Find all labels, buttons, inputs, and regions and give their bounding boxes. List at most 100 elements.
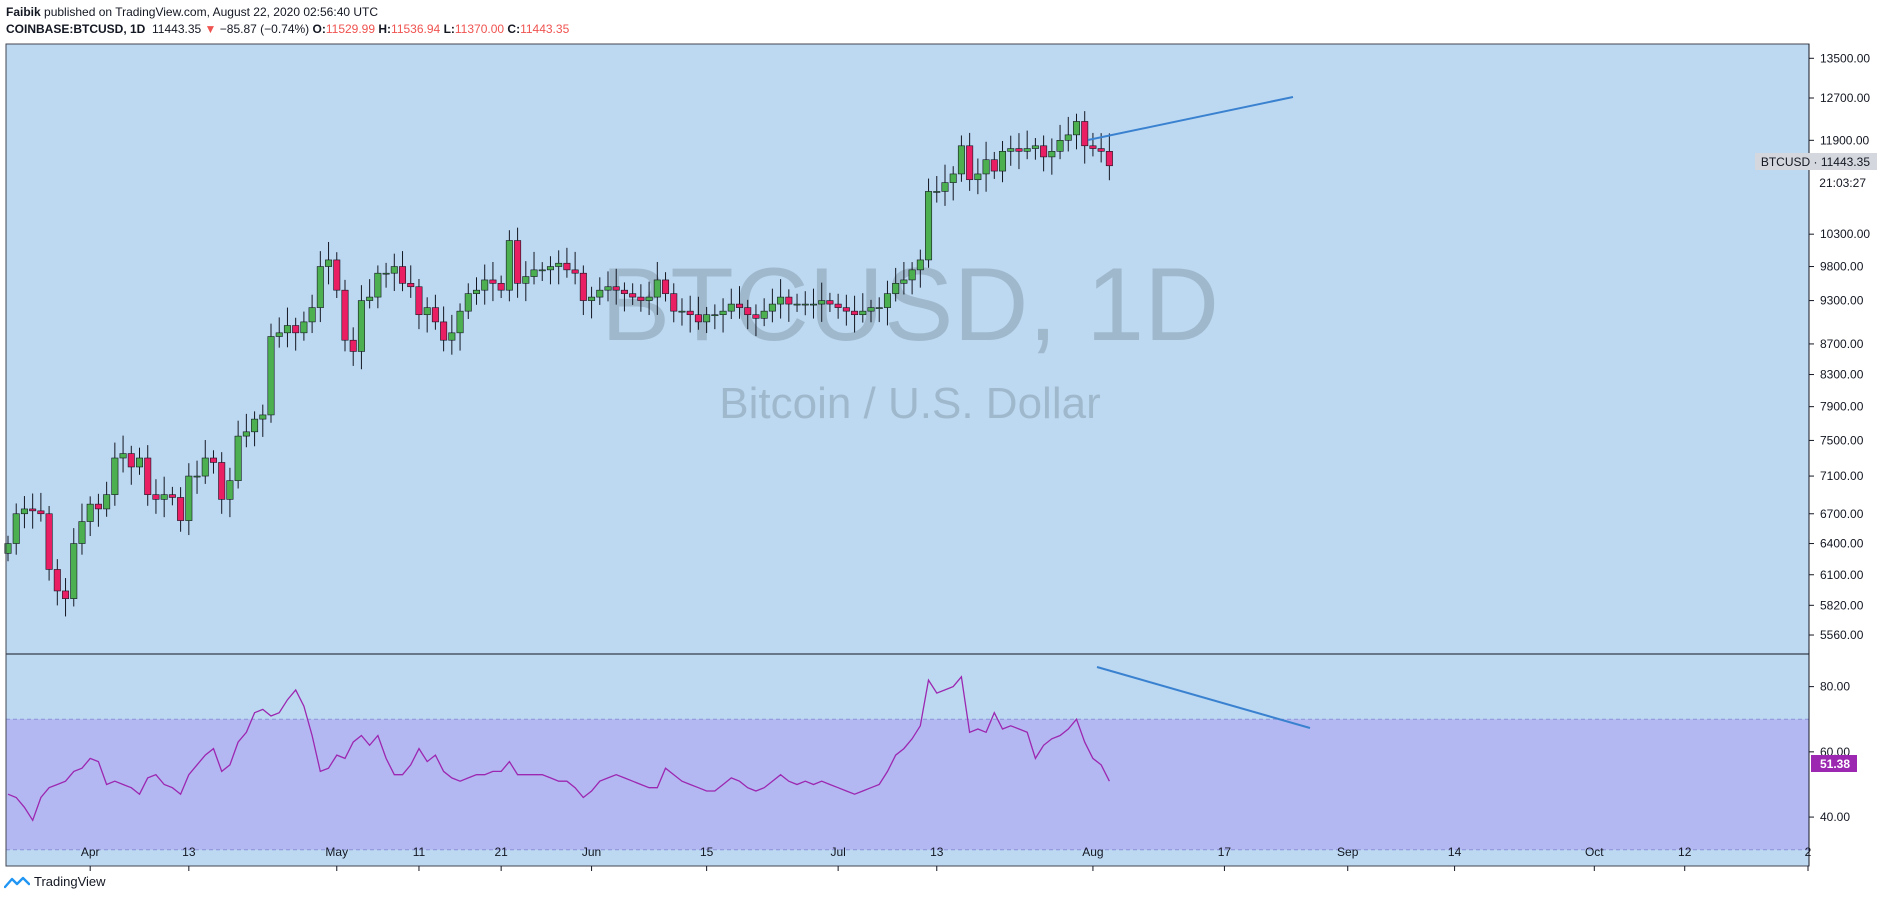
candle-body xyxy=(489,279,497,284)
time-tick-label: Aug xyxy=(1082,845,1103,859)
chart-header: Faibik published on TradingView.com, Aug… xyxy=(6,4,569,38)
candle-body xyxy=(20,508,28,515)
rsi-value-label: 51.38 xyxy=(1820,757,1850,771)
open-label: O: xyxy=(312,22,326,36)
price-tick-label: 7100.00 xyxy=(1820,469,1864,483)
candle-body xyxy=(12,513,20,544)
candle-body xyxy=(78,521,86,544)
candle-body xyxy=(999,151,1007,172)
candle-body xyxy=(177,497,185,521)
candle-body xyxy=(300,321,308,334)
candle-body xyxy=(431,307,439,323)
price-tick-label: 5820.00 xyxy=(1820,598,1864,612)
candle-body xyxy=(119,453,127,459)
candle-body xyxy=(1089,145,1097,149)
candle-body xyxy=(966,145,974,181)
candle-body xyxy=(316,266,324,308)
low-value: 11370.00 xyxy=(454,22,505,36)
candle-body xyxy=(456,310,464,334)
rsi-value-box xyxy=(1811,755,1857,772)
rsi-trend-line[interactable] xyxy=(1096,666,1311,729)
candle-body xyxy=(144,457,152,495)
candle-body xyxy=(399,266,407,284)
candle-body xyxy=(1031,145,1039,149)
candle-body xyxy=(867,307,875,312)
candle-body xyxy=(842,307,850,312)
candle-body xyxy=(686,310,694,316)
price-axis[interactable]: 13500.00 12700.00 11900.00 10300.00 9800.00 9… xyxy=(1809,51,1870,642)
candle-body xyxy=(538,269,546,272)
candle-body xyxy=(234,435,242,481)
candle-body xyxy=(629,293,637,298)
candle-body xyxy=(826,300,834,305)
candle-body xyxy=(127,453,135,468)
countdown-label: 21:03:27 xyxy=(1819,176,1866,190)
candle-body xyxy=(242,431,250,437)
price-trend-line[interactable] xyxy=(1087,96,1294,141)
time-tick-label: Jun xyxy=(582,845,601,859)
candle-body xyxy=(29,508,37,512)
candle-body xyxy=(505,240,513,291)
candle-body xyxy=(168,494,176,498)
candle-body xyxy=(275,332,283,337)
candle-body xyxy=(1064,134,1072,141)
footer-brand[interactable]: TradingView xyxy=(4,874,106,889)
candle-body xyxy=(785,296,793,305)
symbol-label: COINBASE:BTCUSD, 1D xyxy=(6,22,146,36)
candle-body xyxy=(859,310,867,316)
watermark-symbol: BTCUSD, 1D xyxy=(601,247,1219,363)
time-tick-label: Sep xyxy=(1337,845,1359,859)
candle-body xyxy=(251,418,259,433)
candle-body xyxy=(760,310,768,319)
publisher-name[interactable]: Faibik xyxy=(6,5,41,19)
candle-body xyxy=(711,314,719,317)
candle-body xyxy=(185,475,193,521)
candle-body xyxy=(727,303,735,312)
candle-body xyxy=(201,457,209,477)
candle-body xyxy=(522,276,530,284)
candle-body xyxy=(423,307,431,316)
last-price-label: BTCUSD · 11443.35 xyxy=(1761,155,1870,169)
candle-body xyxy=(974,173,982,181)
time-tick-label: 13 xyxy=(182,845,196,859)
footer-brand-label: TradingView xyxy=(34,874,106,889)
candle-body xyxy=(620,289,628,294)
close-value: 11443.35 xyxy=(520,22,570,36)
candle-body xyxy=(514,240,522,284)
price-pane-background xyxy=(6,44,1809,654)
time-axis[interactable]: Apr 13 May 11 21 Jun 15 Jul 13 Aug 17 Sep 14 Oct 12 2 xyxy=(81,845,1812,871)
candle-body xyxy=(678,310,686,313)
candle-body xyxy=(752,314,760,319)
high-value: 11536.94 xyxy=(391,22,441,36)
candle-body xyxy=(555,262,563,267)
candle-body xyxy=(694,314,702,323)
candle-body xyxy=(563,262,571,271)
candle-body xyxy=(744,307,752,316)
price-tick-label: 13500.00 xyxy=(1820,51,1870,65)
candle-body xyxy=(571,269,579,274)
candle-body xyxy=(407,283,415,288)
candle-body xyxy=(645,296,653,301)
price-tick-label: 5560.00 xyxy=(1820,628,1864,642)
candle-body xyxy=(357,300,365,352)
price-tick-label: 9800.00 xyxy=(1820,260,1864,274)
candle-body xyxy=(283,325,291,334)
candle-body xyxy=(703,314,711,323)
candle-body xyxy=(325,259,333,267)
candle-body xyxy=(136,457,144,468)
candle-body xyxy=(834,303,842,308)
price-tick-label: 8300.00 xyxy=(1820,368,1864,382)
candle-body xyxy=(464,293,472,312)
candle-body xyxy=(45,513,53,570)
candle-body xyxy=(546,266,554,271)
candle-body xyxy=(1105,151,1113,167)
candle-body xyxy=(292,325,300,334)
close-label: C: xyxy=(507,22,521,36)
candle-body xyxy=(366,296,374,301)
publisher-line: Faibik published on TradingView.com, Aug… xyxy=(6,4,569,21)
candle-body xyxy=(111,457,119,495)
price-tick-label: 6100.00 xyxy=(1820,568,1864,582)
